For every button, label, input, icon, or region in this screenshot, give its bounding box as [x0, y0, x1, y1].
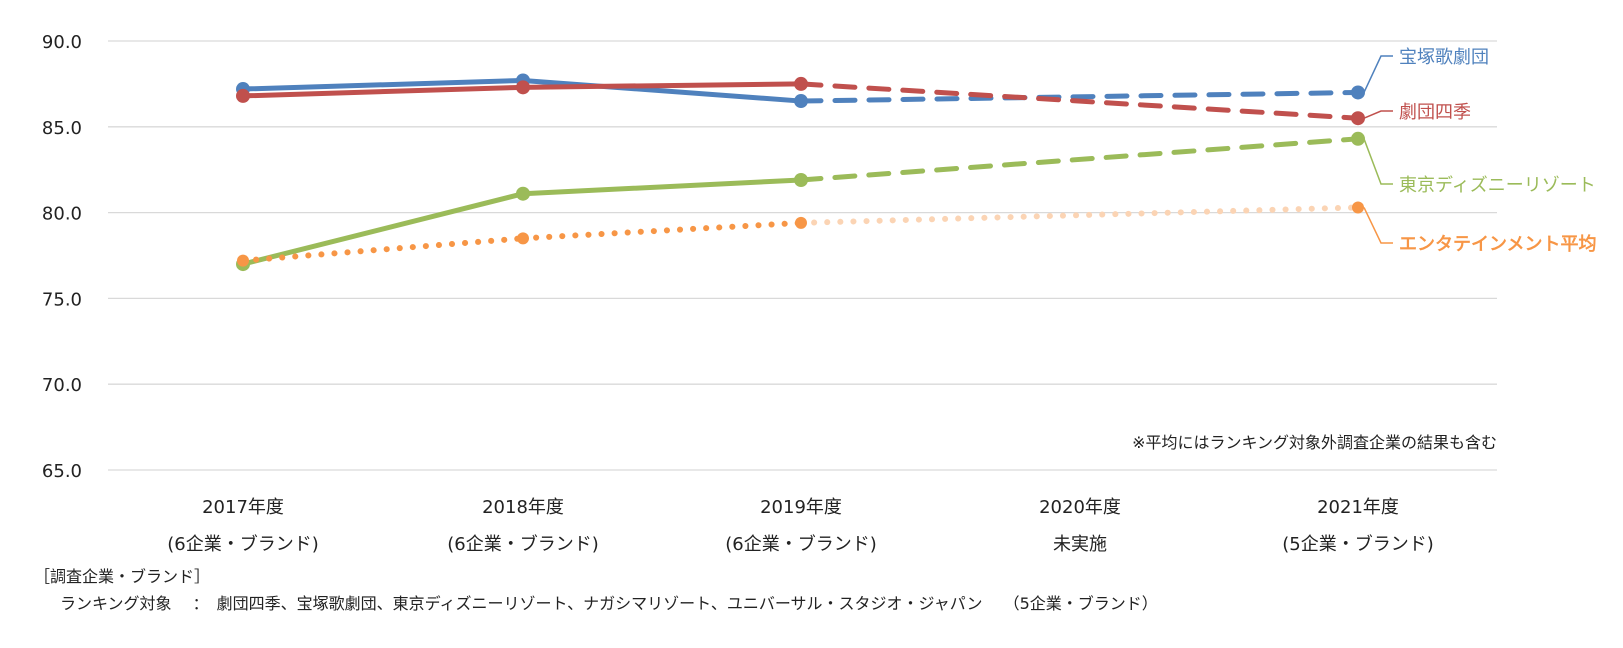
data-point — [1351, 111, 1365, 126]
series-line-segment — [520, 81, 804, 90]
y-axis-ticks: 90.0 85.0 80.0 75.0 70.0 65.0 — [42, 32, 82, 482]
data-point — [794, 76, 808, 91]
legend-leader-line — [1363, 138, 1393, 185]
series-line-segment — [520, 219, 804, 242]
series-3 — [237, 201, 1364, 267]
data-point — [516, 186, 530, 201]
x-tick-label-year: 2017年度 — [202, 497, 284, 518]
x-tick-label-year: 2018年度 — [482, 497, 564, 518]
legend-label: 劇団四季 — [1399, 102, 1471, 123]
x-tick-label-sub: (6企業・ブランド) — [725, 533, 877, 555]
data-point — [1352, 201, 1364, 214]
series-2 — [236, 131, 1365, 272]
data-point — [794, 94, 808, 109]
x-axis-ticks: 2017年度 (6企業・ブランド) 2018年度 (6企業・ブランド) 2019年度 (6… — [167, 497, 1434, 555]
y-tick-label: 65.0 — [42, 461, 82, 482]
data-point — [516, 80, 530, 95]
series-line-segment — [240, 77, 526, 92]
series-line-segment — [520, 177, 804, 197]
legend-leader-line — [1363, 110, 1393, 119]
series-line-projection — [798, 136, 1361, 183]
gridlines — [108, 40, 1497, 471]
series-lines — [236, 73, 1365, 272]
data-point — [795, 216, 807, 229]
data-point — [517, 232, 529, 245]
legend-label: エンタテインメント平均 — [1399, 233, 1596, 255]
series-line-projection — [798, 204, 1361, 226]
y-tick-label: 90.0 — [42, 32, 82, 53]
data-point — [237, 254, 249, 267]
x-tick-label-sub: (6企業・ブランド) — [447, 533, 599, 555]
series-line-segment — [240, 191, 526, 267]
legend-label: 宝塚歌劇団 — [1399, 47, 1489, 68]
line-chart: 90.0 85.0 80.0 75.0 70.0 65.0 2017年度 (6企業・ブランド… — [42, 32, 1597, 555]
series-line-projection — [798, 81, 1361, 121]
footer-title: ［調査企業・ブランド］ — [34, 567, 211, 586]
y-tick-label: 85.0 — [42, 118, 82, 139]
y-tick-label: 70.0 — [42, 375, 82, 396]
legend-leader-line — [1363, 207, 1393, 244]
series-line-projection — [798, 89, 1361, 104]
x-tick-label-sub: (6企業・ブランド) — [167, 533, 319, 555]
legend-leader-line — [1363, 55, 1393, 93]
x-tick-label-year: 2021年度 — [1317, 497, 1399, 518]
legend-label: 東京ディズニーリゾート — [1399, 175, 1596, 196]
data-point — [236, 88, 250, 103]
data-point — [1351, 131, 1365, 146]
series-line-segment — [520, 77, 804, 104]
y-tick-label: 75.0 — [42, 289, 82, 310]
chart-note: ※平均にはランキング対象外調査企業の結果も含む — [1132, 433, 1497, 452]
x-tick-label-year: 2019年度 — [760, 497, 842, 518]
x-tick-label-sub: 未実施 — [1053, 534, 1107, 555]
data-point — [794, 172, 808, 187]
x-tick-label-year: 2020年度 — [1039, 497, 1121, 518]
footer-companies: ランキング対象 ： 劇団四季、宝塚歌劇団、東京ディズニーリゾート、ナガシマリゾー… — [60, 594, 1158, 613]
x-tick-label-sub: (5企業・ブランド) — [1282, 533, 1434, 555]
series-line-segment — [240, 235, 526, 264]
y-tick-label: 80.0 — [42, 204, 82, 225]
data-point — [1351, 85, 1365, 100]
series-1 — [236, 76, 1365, 126]
series-line-segment — [240, 84, 526, 99]
